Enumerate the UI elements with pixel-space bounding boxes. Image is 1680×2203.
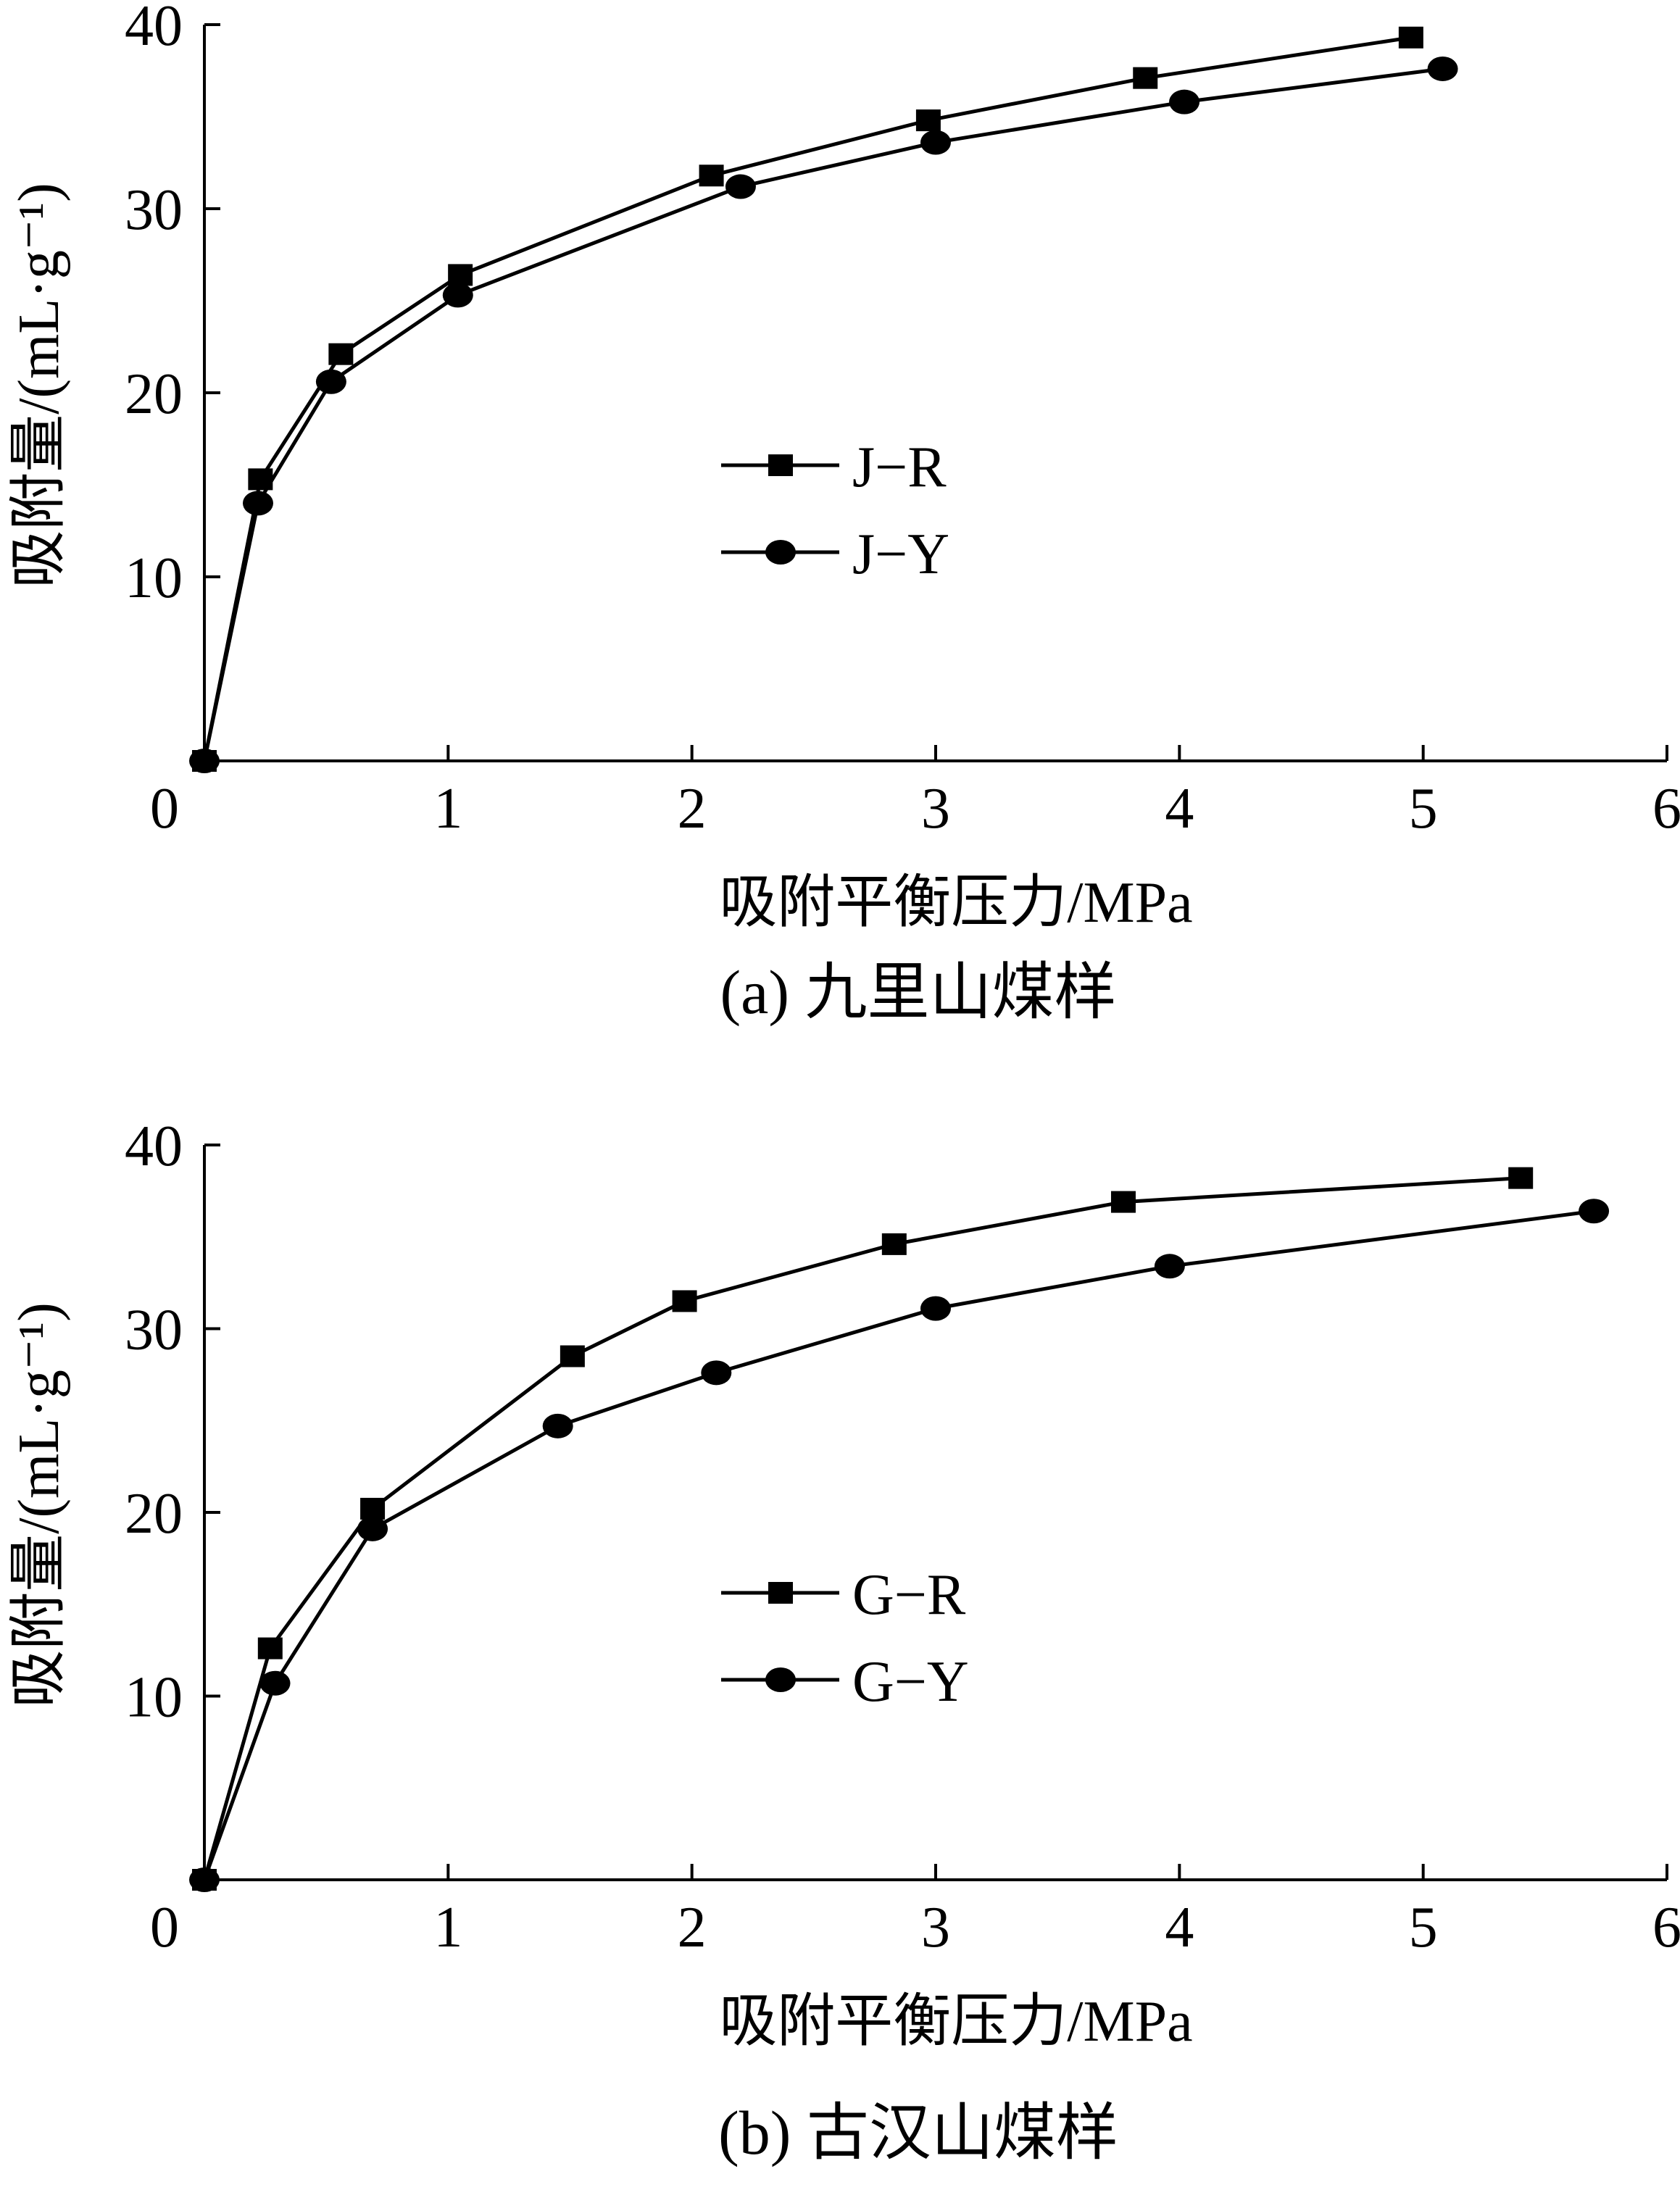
legend-marker-square bbox=[768, 1582, 793, 1604]
data-point-circle bbox=[1427, 56, 1458, 81]
x-tick-label: 0 bbox=[150, 777, 179, 841]
legend: J−R J−Y bbox=[721, 436, 949, 586]
data-point-square bbox=[699, 165, 724, 187]
panel-caption: (a) 九里山煤样 bbox=[720, 957, 1117, 1027]
data-point-circle bbox=[1154, 1254, 1185, 1279]
x-tick-label: 0 bbox=[150, 1896, 179, 1960]
data-point-circle bbox=[189, 1867, 220, 1892]
series-G−Y bbox=[189, 1199, 1610, 1892]
x-axis-title: 吸附平衡压力/MPa bbox=[719, 1990, 1192, 2054]
data-point-circle bbox=[315, 369, 346, 394]
data-point-circle bbox=[259, 1670, 291, 1696]
legend: G−R G−Y bbox=[721, 1563, 969, 1714]
y-tick-label: 40 bbox=[125, 0, 183, 58]
x-tick-label: 3 bbox=[921, 1896, 950, 1960]
data-point-circle bbox=[357, 1516, 388, 1541]
data-point-circle bbox=[1579, 1199, 1610, 1224]
series-J−Y bbox=[189, 56, 1458, 773]
data-point-square bbox=[881, 1233, 907, 1255]
legend-label: G−R bbox=[852, 1563, 966, 1627]
x-tick-label: 3 bbox=[921, 777, 950, 841]
data-point-circle bbox=[189, 749, 220, 773]
x-tick-label: 4 bbox=[1165, 777, 1194, 841]
data-point-square bbox=[257, 1637, 283, 1659]
data-point-circle bbox=[1169, 89, 1200, 114]
data-point-square bbox=[672, 1290, 697, 1312]
x-tick-label: 1 bbox=[433, 1896, 462, 1960]
y-tick-label: 10 bbox=[125, 546, 183, 610]
data-point-circle bbox=[701, 1360, 732, 1386]
data-point-square bbox=[1398, 26, 1423, 49]
data-point-square bbox=[1133, 67, 1158, 89]
data-point-square bbox=[448, 264, 473, 286]
series-line bbox=[202, 1209, 1594, 1881]
series-line bbox=[202, 67, 1443, 762]
y-tick-label: 30 bbox=[125, 1299, 183, 1362]
legend-label: G−Y bbox=[852, 1650, 969, 1714]
data-point-square bbox=[915, 109, 941, 132]
data-point-square bbox=[328, 343, 354, 365]
series-J−R bbox=[192, 26, 1423, 772]
x-tick-label: 1 bbox=[433, 777, 462, 841]
data-point-circle bbox=[442, 283, 473, 308]
x-axis-title: 吸附平衡压力/MPa bbox=[719, 871, 1192, 935]
x-tick-label: 6 bbox=[1652, 777, 1680, 841]
x-tick-label: 5 bbox=[1409, 1896, 1438, 1960]
y-axis-title: 吸附量/(mL·g⁻¹) bbox=[7, 1302, 71, 1707]
x-tick-label: 5 bbox=[1409, 777, 1438, 841]
y-axis-title: 吸附量/(mL·g⁻¹) bbox=[7, 183, 71, 588]
legend-marker-square bbox=[768, 454, 793, 476]
legend-marker-circle bbox=[765, 540, 796, 565]
y-tick-label: 10 bbox=[125, 1666, 183, 1730]
legend-label: J−R bbox=[852, 436, 947, 499]
data-point-square bbox=[560, 1345, 585, 1367]
y-tick-label: 20 bbox=[125, 1482, 183, 1546]
data-point-circle bbox=[542, 1413, 573, 1438]
data-point-circle bbox=[920, 1296, 951, 1321]
x-tick-label: 4 bbox=[1165, 1896, 1194, 1960]
legend-marker-circle bbox=[765, 1667, 796, 1692]
data-point-square bbox=[1508, 1167, 1534, 1189]
data-point-circle bbox=[725, 174, 756, 199]
data-point-square bbox=[1110, 1191, 1136, 1213]
data-point-square bbox=[360, 1497, 386, 1520]
panel-caption: (b) 古汉山煤样 bbox=[718, 2098, 1118, 2167]
y-tick-label: 20 bbox=[125, 362, 183, 426]
chart-panel-b: 0 1 2 3 4 5 6 10 20 30 40 吸附平衡压力/MPa 吸附量/(mL·g⁻¹) (b)… bbox=[7, 1115, 1680, 2167]
x-tick-label: 2 bbox=[678, 1896, 707, 1960]
x-tick-label: 2 bbox=[678, 777, 707, 841]
data-point-circle bbox=[242, 491, 273, 516]
y-tick-label: 40 bbox=[125, 1115, 183, 1178]
series-line bbox=[202, 1176, 1521, 1881]
y-tick-label: 30 bbox=[125, 178, 183, 242]
x-tick-label: 6 bbox=[1652, 1896, 1680, 1960]
series-G−R bbox=[192, 1167, 1534, 1891]
series-line bbox=[202, 36, 1412, 762]
chart-panel-a: 0 1 2 3 4 5 6 10 20 30 40 吸附平衡压力/MPa 吸附量/(mL·g⁻¹) (a)… bbox=[7, 0, 1680, 1027]
data-point-circle bbox=[920, 130, 951, 155]
legend-label: J−Y bbox=[852, 522, 949, 586]
